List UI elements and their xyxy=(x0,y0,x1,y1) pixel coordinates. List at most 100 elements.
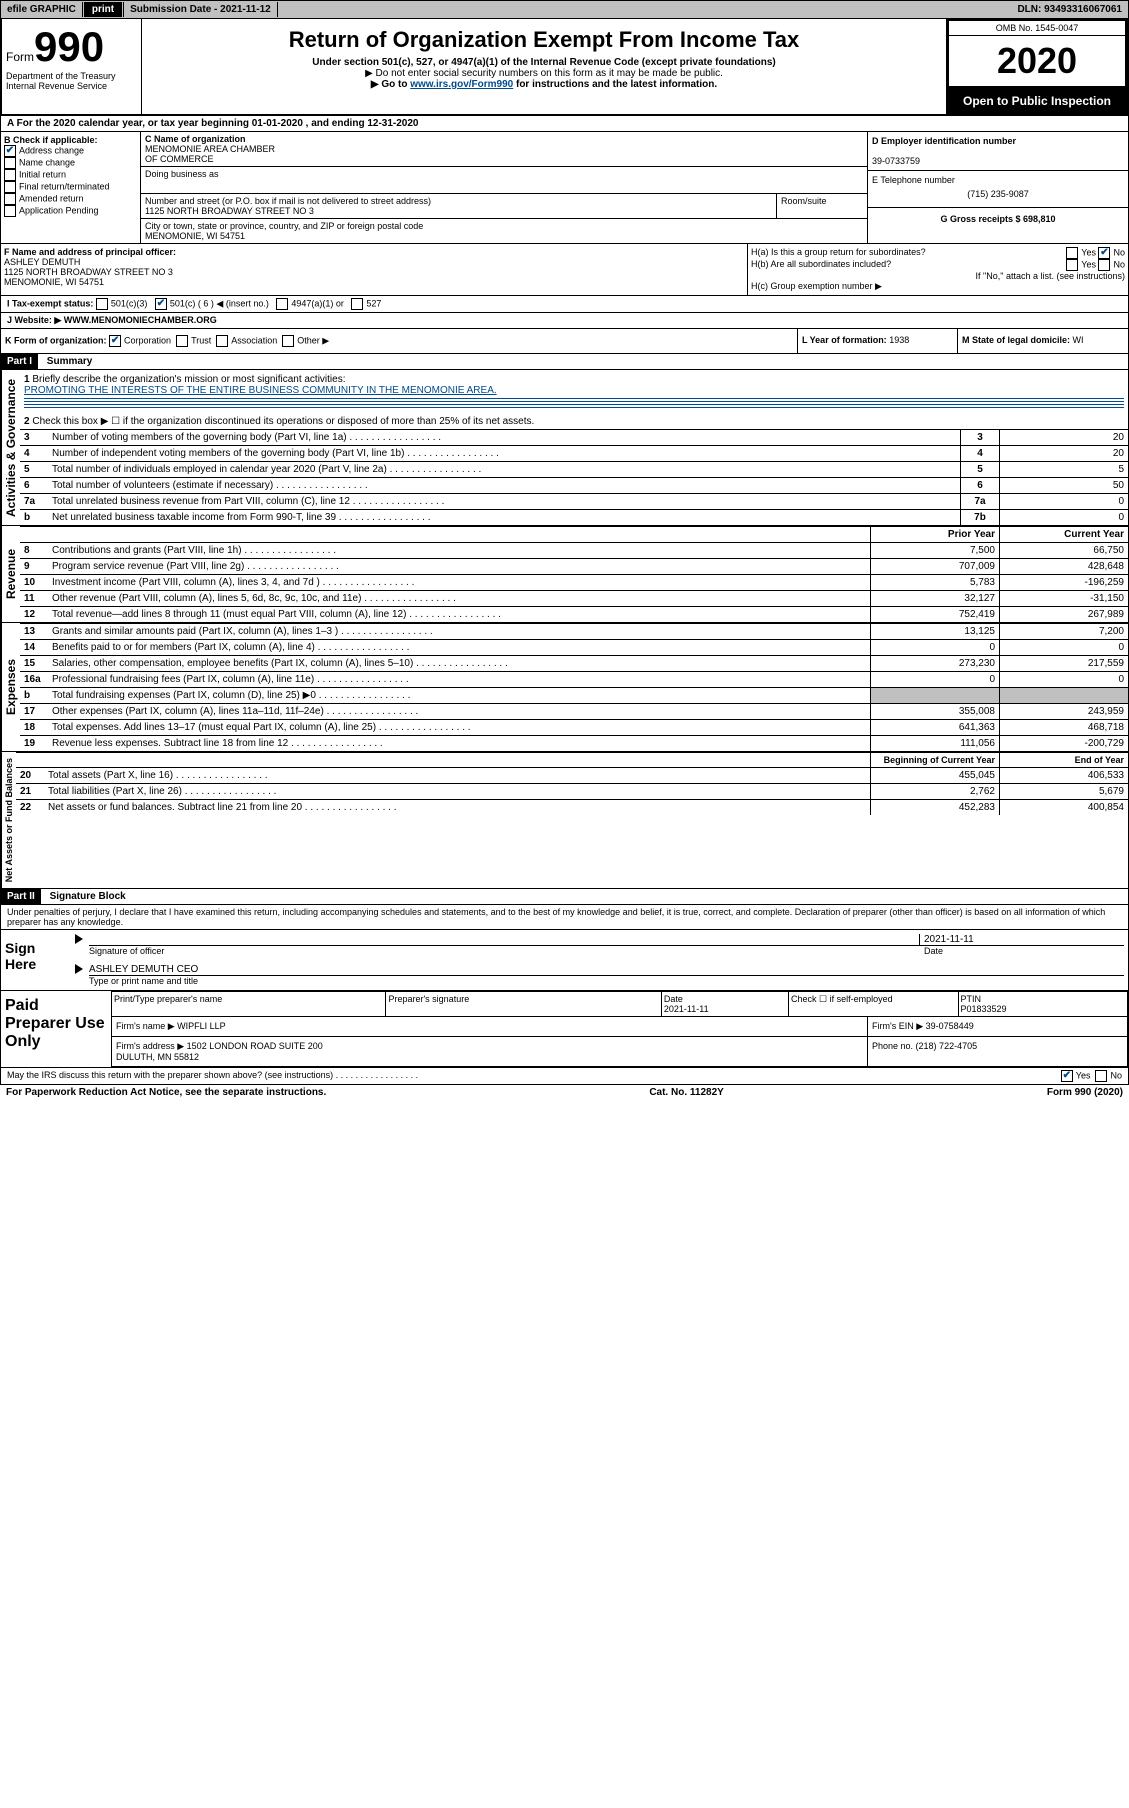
page-footer: For Paperwork Reduction Act Notice, see … xyxy=(0,1085,1129,1100)
subtitle-3: ▶ Go to www.irs.gov/Form990 for instruct… xyxy=(146,79,942,90)
checkbox-label: Address change xyxy=(19,145,84,155)
part2-header-row: Part II Signature Block xyxy=(0,889,1129,905)
h-b-no[interactable] xyxy=(1098,259,1110,271)
irs-link[interactable]: www.irs.gov/Form990 xyxy=(410,79,513,90)
i-527[interactable] xyxy=(351,298,363,310)
dln: DLN: 93493316067061 xyxy=(1011,2,1128,17)
box-l: L Year of formation: 1938 xyxy=(798,329,958,353)
table-row: 12Total revenue—add lines 8 through 11 (… xyxy=(20,607,1128,623)
i-501c3[interactable] xyxy=(96,298,108,310)
k-assoc[interactable] xyxy=(216,335,228,347)
part1-title: Summary xyxy=(41,354,99,369)
col-beginning: Beginning of Current Year xyxy=(871,753,1000,768)
table-row: 11Other revenue (Part VIII, column (A), … xyxy=(20,591,1128,607)
h-a-yes[interactable] xyxy=(1066,247,1078,259)
table-row: 8Contributions and grants (Part VIII, li… xyxy=(20,543,1128,559)
table-row: 22Net assets or fund balances. Subtract … xyxy=(16,800,1128,816)
arrow-icon xyxy=(75,964,83,974)
i-4947[interactable] xyxy=(276,298,288,310)
box-deg: D Employer identification number 39-07337… xyxy=(868,132,1128,243)
irs-no[interactable] xyxy=(1095,1070,1107,1082)
checkbox-label: Amended return xyxy=(19,193,84,203)
col-end: End of Year xyxy=(1000,753,1129,768)
table-row: 19Revenue less expenses. Subtract line 1… xyxy=(20,736,1128,752)
irs-discuss-row: May the IRS discuss this return with the… xyxy=(0,1068,1129,1085)
street-value: 1125 NORTH BROADWAY STREET NO 3 xyxy=(145,206,314,216)
street-label: Number and street (or P.O. box if mail i… xyxy=(145,196,431,206)
k-trust[interactable] xyxy=(176,335,188,347)
prep-date: Date2021-11-11 xyxy=(662,991,789,1017)
box-j: J Website: ▶ WWW.MENOMONIECHAMBER.ORG xyxy=(0,313,1129,329)
firm-name: Firm's name ▶ WIPFLI LLP xyxy=(111,1017,868,1037)
checkbox-label: Initial return xyxy=(19,169,66,179)
prep-sig-label: Preparer's signature xyxy=(386,991,661,1017)
part2-title: Signature Block xyxy=(44,889,132,904)
form-990-logo: Form990 xyxy=(6,23,137,71)
table-row: 21Total liabilities (Part X, line 26)2,7… xyxy=(16,784,1128,800)
irs-yes[interactable]: ✔ xyxy=(1061,1070,1073,1082)
ein-value: 39-0733759 xyxy=(872,156,920,166)
q1-answer: PROMOTING THE INTERESTS OF THE ENTIRE BU… xyxy=(24,385,497,396)
dba-label: Doing business as xyxy=(145,169,219,179)
tax-year: 2020 xyxy=(949,36,1125,86)
open-inspection: Open to Public Inspection xyxy=(947,88,1127,114)
ein-label: D Employer identification number xyxy=(872,136,1016,146)
checkbox-name-change[interactable] xyxy=(4,157,16,169)
k-corp[interactable]: ✔ xyxy=(109,335,121,347)
table-row: 17Other expenses (Part IX, column (A), l… xyxy=(20,704,1128,720)
box-i: I Tax-exempt status: 501(c)(3) ✔501(c) (… xyxy=(0,296,1129,313)
self-employed-check[interactable]: Check ☐ if self-employed xyxy=(789,991,959,1017)
officer-name: ASHLEY DEMUTH xyxy=(4,257,80,267)
vlabel-revenue: Revenue xyxy=(1,526,20,622)
officer-addr2: MENOMONIE, WI 54751 xyxy=(4,277,104,287)
checkbox-amended-return[interactable] xyxy=(4,193,16,205)
sign-here-label: Sign Here xyxy=(1,930,71,990)
h-b-yes[interactable] xyxy=(1066,259,1078,271)
i-501c[interactable]: ✔ xyxy=(155,298,167,310)
city-label: City or town, state or province, country… xyxy=(145,221,423,231)
q2-label: Check this box ▶ ☐ if the organization d… xyxy=(32,416,534,427)
box-k: K Form of organization: ✔Corporation Tru… xyxy=(1,329,798,353)
form-header: Form990 Department of the Treasury Inter… xyxy=(0,19,1129,116)
firm-address: Firm's address ▶ 1502 LONDON ROAD SUITE … xyxy=(111,1037,868,1067)
declaration-text: Under penalties of perjury, I declare th… xyxy=(0,905,1129,930)
print-button[interactable]: print xyxy=(84,2,122,17)
dept-treasury: Department of the Treasury Internal Reve… xyxy=(6,71,137,91)
table-row: 6Total number of volunteers (estimate if… xyxy=(20,478,1128,494)
org-name-label: C Name of organization xyxy=(145,134,246,144)
table-row: 16aProfessional fundraising fees (Part I… xyxy=(20,672,1128,688)
year-box: OMB No. 1545-0047 2020 xyxy=(947,19,1127,88)
checkbox-label: Name change xyxy=(19,157,75,167)
form-title: Return of Organization Exempt From Incom… xyxy=(146,27,942,53)
checkbox-initial-return[interactable] xyxy=(4,169,16,181)
submission-date: Submission Date - 2021-11-12 xyxy=(123,2,278,17)
checkbox-application-pending[interactable] xyxy=(4,205,16,217)
box-f: F Name and address of principal officer:… xyxy=(1,244,748,295)
table-row: 14Benefits paid to or for members (Part … xyxy=(20,640,1128,656)
checkbox-label: Application Pending xyxy=(19,205,99,215)
section-expenses: Expenses 13Grants and similar amounts pa… xyxy=(0,623,1129,752)
vlabel-netassets: Net Assets or Fund Balances xyxy=(1,752,16,888)
h-note: If "No," attach a list. (see instruction… xyxy=(751,271,1125,281)
table-row: 10Investment income (Part VIII, column (… xyxy=(20,575,1128,591)
h-a-label: H(a) Is this a group return for subordin… xyxy=(751,247,926,259)
city-value: MENOMONIE, WI 54751 xyxy=(145,231,245,241)
table-row: 20Total assets (Part X, line 16)455,0454… xyxy=(16,768,1128,784)
table-row: bTotal fundraising expenses (Part IX, co… xyxy=(20,688,1128,704)
ptin: PTINP01833529 xyxy=(959,991,1129,1017)
table-row: 13Grants and similar amounts paid (Part … xyxy=(20,624,1128,640)
h-a-no[interactable]: ✔ xyxy=(1098,247,1110,259)
table-row: 5Total number of individuals employed in… xyxy=(20,462,1128,478)
part1-badge: Part I xyxy=(1,354,38,369)
checkbox-address-change[interactable]: ✔ xyxy=(4,145,16,157)
part1-header-row: Part I Summary xyxy=(0,354,1129,370)
k-other[interactable] xyxy=(282,335,294,347)
footer-left: For Paperwork Reduction Act Notice, see … xyxy=(6,1087,326,1098)
q1-label: Briefly describe the organization's miss… xyxy=(32,374,345,385)
checkbox-final-return-terminated[interactable] xyxy=(4,181,16,193)
section-governance: Activities & Governance 1 Briefly descri… xyxy=(0,370,1129,526)
org-name: MENOMONIE AREA CHAMBER OF COMMERCE xyxy=(145,144,275,164)
omb-number: OMB No. 1545-0047 xyxy=(949,21,1125,36)
footer-right: Form 990 (2020) xyxy=(1047,1087,1123,1098)
h-b-label: H(b) Are all subordinates included? xyxy=(751,259,891,271)
